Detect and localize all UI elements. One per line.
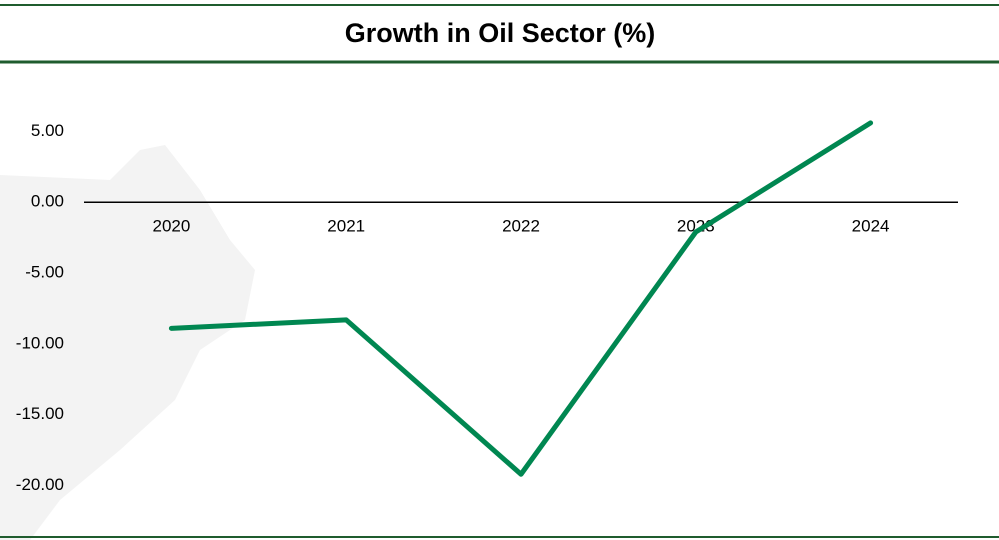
chart-title: Growth in Oil Sector (%) xyxy=(345,18,656,48)
x-tick-label: 2023 xyxy=(677,217,715,236)
background-map xyxy=(0,145,255,540)
y-tick-label: -20.00 xyxy=(16,475,64,494)
series-line xyxy=(168,120,874,477)
y-tick-label: -5.00 xyxy=(25,263,64,282)
y-tick-label: -15.00 xyxy=(16,404,64,423)
x-tick-label: 2024 xyxy=(852,217,890,236)
x-tick-label: 2020 xyxy=(152,217,190,236)
y-tick-label: 5.00 xyxy=(31,121,64,140)
y-tick-label: 0.00 xyxy=(31,192,64,211)
x-tick-label: 2022 xyxy=(502,217,540,236)
y-tick-label: -10.00 xyxy=(16,333,64,352)
x-tick-label: 2021 xyxy=(327,217,365,236)
